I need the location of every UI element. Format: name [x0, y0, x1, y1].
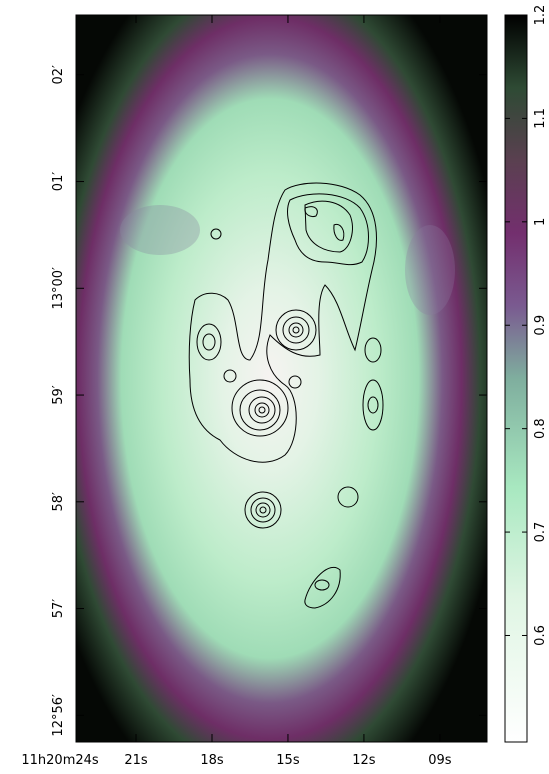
colorbar-tick-label: 1.1 [533, 108, 548, 129]
y-tick-label: 12°56′ [51, 694, 66, 737]
colorbar-tick-label: 0.8 [533, 418, 548, 439]
y-tick-label: 02′ [51, 65, 66, 85]
y-tick-label: 13°00′ [51, 267, 66, 310]
x-tick-label: 11h20m24s [21, 753, 99, 768]
y-tick-label: 57′ [51, 599, 66, 619]
colorbar-tick-label: 1 [533, 218, 548, 226]
ticks: 11h20m24s 21s 18s 15s 12s 09s 12°56′ 57′ 58′ 59′ 1… [21, 5, 548, 768]
colorbar-tick-label: 0.6 [533, 625, 548, 646]
colorbar-tick-label: 1.2 [533, 5, 548, 26]
y-tick-label: 58′ [51, 492, 66, 512]
x-tick-label: 18s [200, 753, 224, 768]
colorbar-tick-label: 0.9 [533, 315, 548, 336]
colorbar-tick-label: 0.7 [533, 522, 548, 543]
contours [188, 182, 384, 609]
plot-frame [75, 14, 488, 743]
y-tick-label: 01′ [51, 172, 66, 192]
x-tick-label: 09s [428, 753, 452, 768]
image [76, 15, 487, 742]
y-tick-label: 59′ [51, 385, 66, 405]
x-tick-label: 21s [124, 753, 148, 768]
x-tick-label: 15s [276, 753, 300, 768]
colorbar [504, 14, 528, 743]
x-tick-label: 12s [352, 753, 376, 768]
